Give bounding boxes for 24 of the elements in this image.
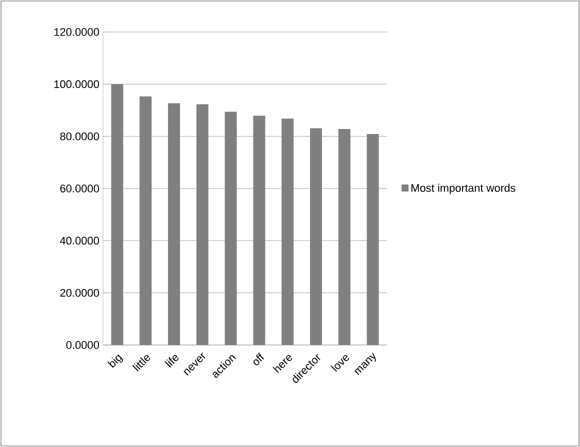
y-tick-label: 80.0000: [60, 132, 100, 140]
bar: [111, 84, 124, 345]
y-tick-label: 20.0000: [60, 288, 100, 297]
y-tick-label: 40.0000: [60, 236, 100, 245]
y-tick-label: 120.0000: [54, 28, 100, 36]
x-tick-label: little: [132, 355, 150, 372]
bar: [282, 118, 294, 345]
bar: [338, 129, 350, 345]
bar: [196, 104, 208, 345]
x-tick-label: big: [107, 354, 124, 368]
legend-label: Most important words: [411, 184, 516, 194]
bar: [366, 134, 379, 345]
y-tick-label: 100.0000: [54, 80, 100, 88]
bar: [253, 116, 266, 345]
bar: [224, 112, 237, 345]
x-tick-label: here: [272, 355, 292, 374]
bar: [140, 96, 152, 345]
bar: [310, 128, 322, 345]
bar: [168, 103, 180, 345]
x-tick-label: off: [253, 352, 264, 366]
y-tick-label: 60.0000: [60, 184, 100, 192]
y-tick-label: 0.0000: [66, 341, 100, 349]
x-tick-label: life: [164, 355, 178, 368]
x-tick-label: love: [330, 355, 349, 372]
